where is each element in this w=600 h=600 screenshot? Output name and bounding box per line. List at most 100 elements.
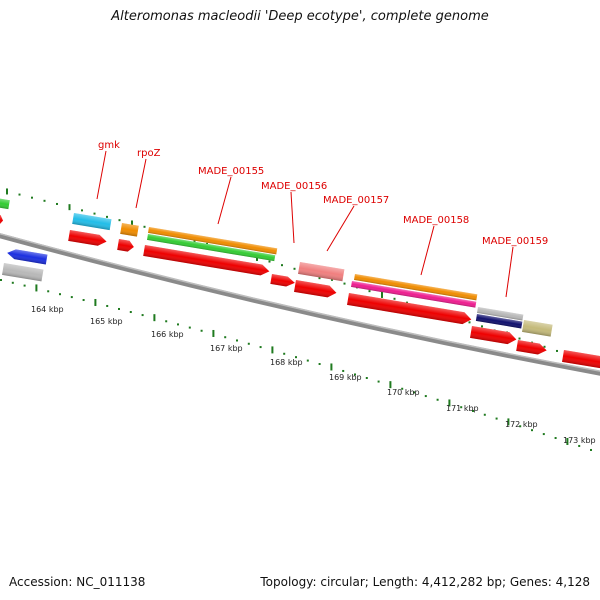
outer-ruler-tick [268,260,271,263]
inner-ruler-tick [23,284,26,287]
inner-ruler-tick [472,409,474,412]
outer-ruler-tick [131,220,133,227]
gene-arrow-shade [72,213,112,231]
inner-ruler-tick [94,298,97,306]
outer-ruler-tick [518,337,521,340]
inner-ruler-tick [141,314,144,317]
inner-ruler-tick [283,352,286,355]
inner-ruler-tick [82,299,85,302]
gene-arrow-shade [562,350,600,370]
gene-arrow-shade [351,281,477,308]
gene-arrow-shade [354,274,478,301]
inner-ruler-tick [554,437,557,440]
kbp-tick-label: 168 kbp [270,358,303,367]
gene-arrow-shade [298,262,345,282]
inner-ruler-tick [259,346,262,349]
inner-ruler-tick [306,359,309,362]
kbp-tick-label: 170 kbp [387,388,420,397]
gene-label: MADE_00155 [198,166,264,177]
kbp-tick-label: 167 kbp [210,344,243,353]
gene-features [0,198,600,370]
gene-arrow-shade [477,307,524,321]
inner-ruler-tick [59,293,61,296]
gene-arrow-shade [522,320,553,337]
gene-label-leader-line [135,158,147,209]
outer-ruler-tick [106,215,108,218]
gene-feature [0,198,10,210]
gene-feature [72,213,112,231]
outer-ruler-tick [406,301,408,304]
inner-ruler-tick [342,369,345,372]
gene-feature [270,274,295,287]
gene-arrow-shade [68,230,107,246]
gene-arrow-shade [148,227,278,255]
inner-ruler-tick [401,387,404,390]
inner-ruler-tick [566,437,569,445]
gene-feature [143,245,270,276]
inner-ruler-tick [200,329,203,332]
inner-ruler-tick [35,284,38,292]
gene-label-leader-line [290,191,295,244]
gene-arrow-shade [143,245,270,276]
inner-ruler-tick [365,377,368,380]
gene-feature [470,326,517,345]
gene-feature [117,239,134,252]
inner-ruler-tick [188,326,191,329]
inner-ruler-tick [519,425,522,428]
inner-ruler-tick [47,290,50,293]
gene-feature [562,350,600,370]
outer-ruler-tick [43,199,46,202]
accession-text: Accession: NC_011138 [9,575,146,589]
inner-ruler-tick [354,373,356,376]
inner-ruler-tick [507,418,510,426]
gene-arrow-shade [475,314,523,329]
genome-backbone [0,233,600,376]
inner-ruler-tick [271,346,274,354]
gene-arrow-shade [0,214,4,225]
genome-title: Alteromonas macleodii 'Deep ecotype', co… [111,9,489,24]
gene-feature [2,263,44,282]
gene-feature [148,227,278,255]
inner-ruler-tick [295,356,297,359]
gene-arrow-shade [294,280,337,298]
outer-ruler-tick [331,278,333,281]
inner-ruler-tick [413,391,415,394]
inner-ruler-tick [247,342,250,345]
kbp-tick-label: 172 kbp [505,420,538,429]
outer-ruler-tick [368,290,371,293]
gene-label-leader-line [505,246,514,298]
gene-feature [7,249,48,265]
gene-feature [516,340,547,355]
inner-ruler-tick [165,320,168,323]
gene-label: MADE_00159 [482,236,548,247]
inner-ruler-tick [330,363,333,371]
gene-feature [351,281,477,308]
gene-arrow-shade [516,340,547,355]
gene-arrow-shade [120,223,139,237]
gene-arrow-shade [147,234,276,262]
gene-label: rpoZ [137,148,161,159]
gene-feature [0,214,4,225]
inner-ruler-tick [106,304,109,307]
inner-ruler-tick [0,279,2,281]
outer-ruler-tick [6,188,8,195]
gene-label-leader-line [420,225,435,276]
gene-arrow-shade [2,263,44,282]
inner-ruler-tick [177,323,179,326]
inner-ruler-tick [153,314,156,322]
kbp-tick-label: 171 kbp [446,404,479,413]
gene-label-leader-line [96,150,107,200]
gene-feature [354,274,478,301]
inner-ruler-tick [118,307,120,310]
gene-feature [294,280,337,298]
inner-ruler-tick [389,381,392,389]
inner-ruler-tick [495,417,498,420]
gene-label-leader-line [217,176,232,225]
inner-ruler-tick [212,329,215,337]
inner-ruler-tick [542,433,545,436]
inner-ruler-tick [318,363,321,366]
kbp-tick-label: 173 kbp [563,436,596,445]
inner-ruler-tick [448,399,451,407]
outer-ruler-tick [556,349,558,352]
